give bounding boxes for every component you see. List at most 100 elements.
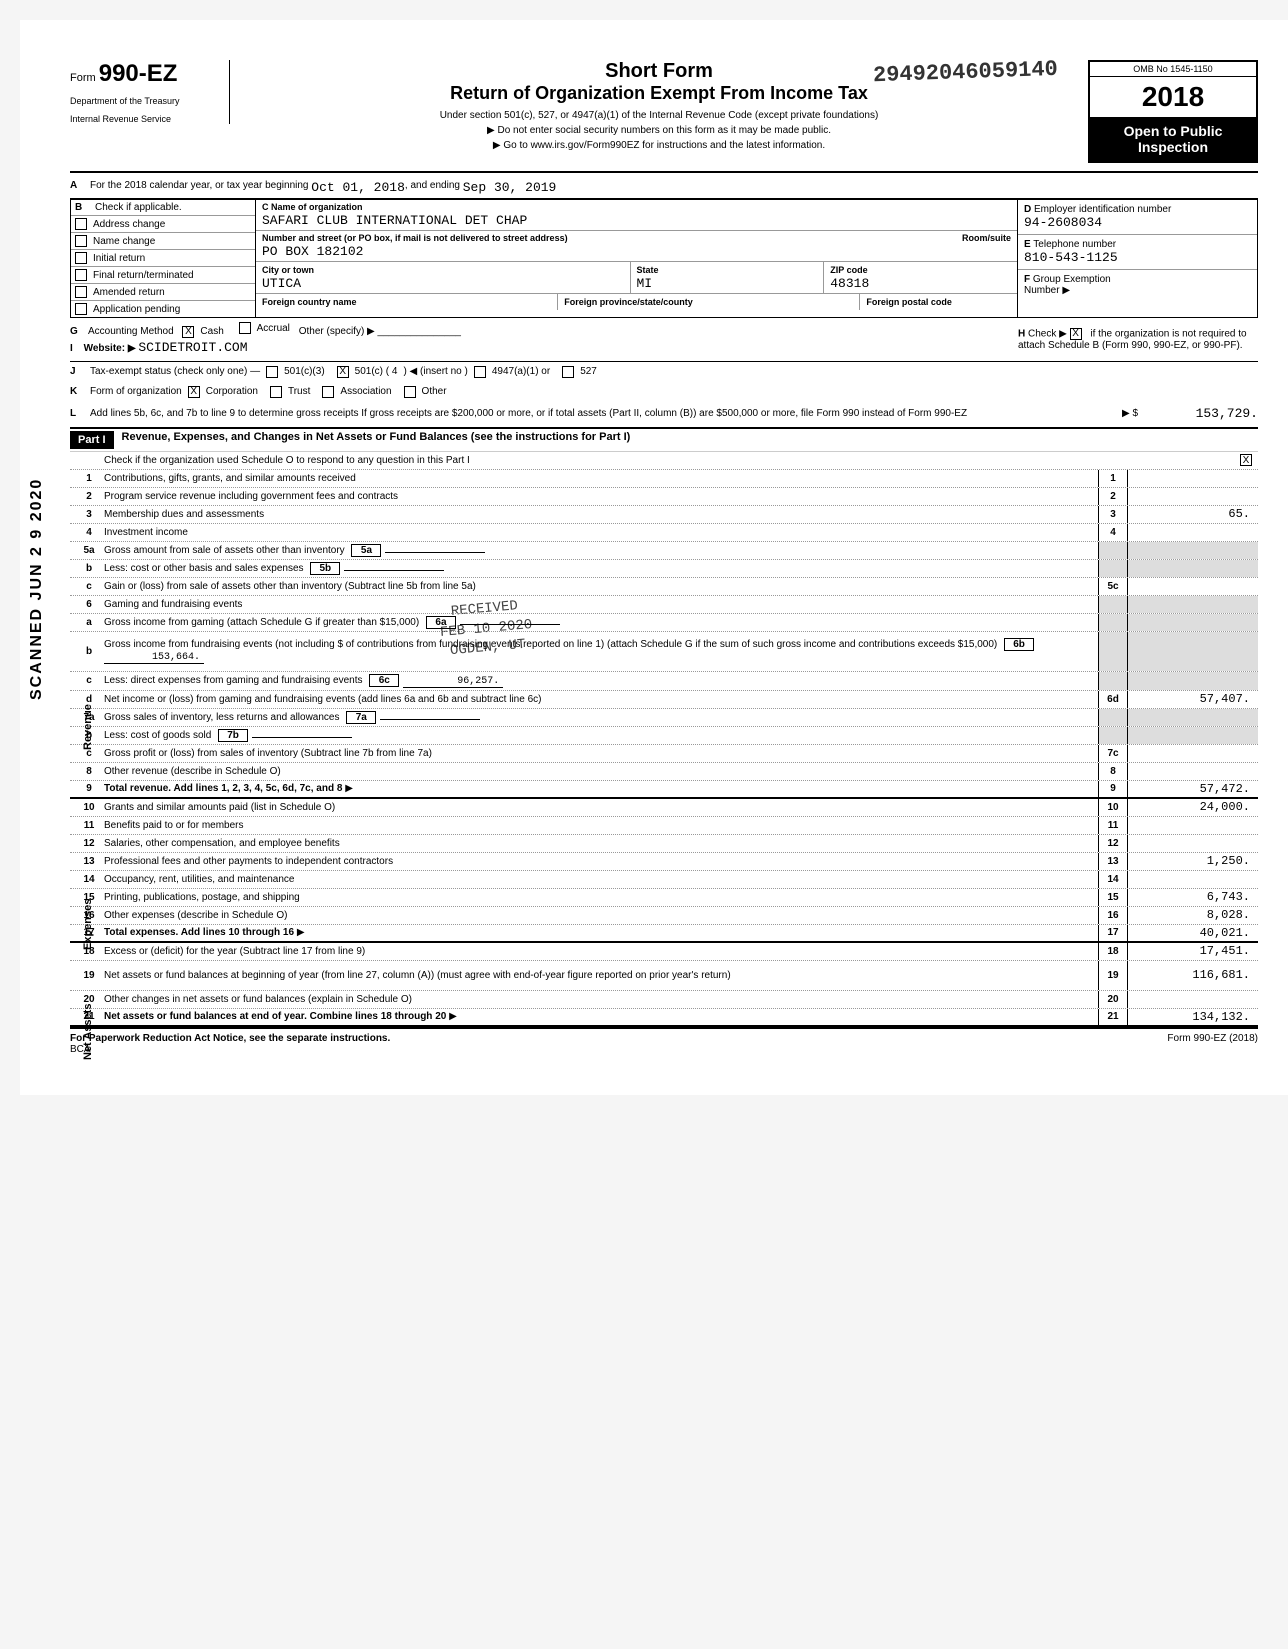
- foreign-postal-label: Foreign postal code: [866, 297, 952, 307]
- revenue-label: Revenue: [82, 704, 94, 750]
- h-check-text: Check ▶: [1028, 328, 1067, 339]
- name-label: Name of organization: [271, 202, 363, 212]
- open-public: Open to Public: [1096, 123, 1250, 139]
- corp-label: Corporation: [206, 386, 258, 397]
- line-11-val: [1128, 817, 1258, 834]
- line-14-text: Occupancy, rent, utilities, and maintena…: [100, 872, 1098, 887]
- line-13-num: 13: [70, 856, 100, 867]
- line-9-text: Total revenue. Add lines 1, 2, 3, 4, 5c,…: [100, 781, 1098, 796]
- expenses-label: Expenses: [82, 898, 94, 949]
- check-accrual[interactable]: [239, 322, 251, 334]
- line-1-box: 1: [1098, 470, 1128, 487]
- line-20-box: 20: [1098, 991, 1128, 1008]
- line-13-box: 13: [1098, 853, 1128, 870]
- line-10-num: 10: [70, 802, 100, 813]
- check-initial-label: Initial return: [93, 253, 145, 264]
- check-cash[interactable]: X: [182, 326, 194, 338]
- line-6c-num: c: [70, 675, 100, 686]
- ending-label: , and ending: [405, 180, 460, 195]
- line-1-val: [1128, 470, 1258, 487]
- tax-exempt-text: Tax-exempt status (check only one) —: [90, 366, 260, 377]
- part1-title: Revenue, Expenses, and Changes in Net As…: [122, 431, 631, 449]
- org-zip: 48318: [830, 276, 869, 291]
- line-13-val: 1,250.: [1128, 853, 1258, 870]
- check-501c[interactable]: X: [337, 366, 349, 378]
- check-corp[interactable]: X: [188, 386, 200, 398]
- state-label: State: [637, 265, 659, 275]
- line-6d-val: 57,407.: [1128, 691, 1258, 708]
- room-label: Room/suite: [962, 233, 1011, 243]
- check-4947[interactable]: [474, 366, 486, 378]
- row-l: L Add lines 5b, 6c, and 7b to line 9 to …: [70, 402, 1258, 429]
- line-1-num: 1: [70, 473, 100, 484]
- line-9-num: 9: [70, 783, 100, 794]
- part1-header: Part I Revenue, Expenses, and Changes in…: [70, 429, 1258, 452]
- line-12-box: 12: [1098, 835, 1128, 852]
- line-17-val: 40,021.: [1128, 925, 1258, 941]
- line-9-box: 9: [1098, 781, 1128, 797]
- trust-label: Trust: [288, 386, 310, 397]
- line-8-text: Other revenue (describe in Schedule O): [100, 764, 1098, 779]
- org-name: SAFARI CLUB INTERNATIONAL DET CHAP: [262, 213, 527, 228]
- footer-right: Form 990-EZ (2018): [1167, 1033, 1258, 1055]
- check-final[interactable]: [75, 269, 87, 281]
- year-end: Sep 30, 2019: [463, 180, 557, 195]
- line-19-text: Net assets or fund balances at beginning…: [100, 968, 1098, 983]
- check-initial[interactable]: [75, 252, 87, 264]
- line-6b-num: b: [70, 646, 100, 657]
- check-h[interactable]: X: [1070, 328, 1082, 340]
- check-final-label: Final return/terminated: [93, 270, 194, 281]
- line-8-box: 8: [1098, 763, 1128, 780]
- dept-treasury: Department of the Treasury: [70, 96, 221, 106]
- foreign-country-label: Foreign country name: [262, 297, 357, 307]
- line-18-text: Excess or (deficit) for the year (Subtra…: [100, 944, 1098, 959]
- check-pending[interactable]: [75, 303, 87, 315]
- 4947-label: 4947(a)(1) or: [492, 366, 550, 377]
- line-6d-text: Net income or (loss) from gaming and fun…: [100, 692, 1098, 707]
- line-7b-text: Less: cost of goods sold 7b: [100, 727, 1098, 744]
- label-f: F: [1024, 274, 1030, 285]
- line-12-val: [1128, 835, 1258, 852]
- check-other-org[interactable]: [404, 386, 416, 398]
- form-header: Form 990-EZ Department of the Treasury I…: [70, 60, 1258, 173]
- line-21-text: Net assets or fund balances at end of ye…: [100, 1009, 1098, 1024]
- check-assoc[interactable]: [322, 386, 334, 398]
- check-527[interactable]: [562, 366, 574, 378]
- line-11-text: Benefits paid to or for members: [100, 818, 1098, 833]
- line-14-val: [1128, 871, 1258, 888]
- line-4-val: [1128, 524, 1258, 541]
- footer-left: For Paperwork Reduction Act Notice, see …: [70, 1033, 390, 1044]
- check-amended[interactable]: [75, 286, 87, 298]
- inspection: Inspection: [1096, 139, 1250, 155]
- row-l-arrow: ▶ $: [1122, 408, 1138, 419]
- line-14-box: 14: [1098, 871, 1128, 888]
- other-org-label: Other: [422, 386, 447, 397]
- line-2-num: 2: [70, 491, 100, 502]
- check-name[interactable]: [75, 235, 87, 247]
- line-7c-text: Gross profit or (loss) from sales of inv…: [100, 746, 1098, 761]
- line-3-num: 3: [70, 509, 100, 520]
- line-3-box: 3: [1098, 506, 1128, 523]
- tel-value: 810-543-1125: [1024, 250, 1118, 265]
- website-label: Website: ▶: [84, 343, 136, 354]
- check-501c3[interactable]: [266, 366, 278, 378]
- line-5a-num: 5a: [70, 545, 100, 556]
- zip-label: ZIP code: [830, 265, 867, 275]
- check-trust[interactable]: [270, 386, 282, 398]
- line-14-num: 14: [70, 874, 100, 885]
- row-a: A For the 2018 calendar year, or tax yea…: [70, 177, 1258, 199]
- assoc-label: Association: [340, 386, 391, 397]
- line-18-box: 18: [1098, 943, 1128, 960]
- part1-checkbox[interactable]: X: [1240, 454, 1252, 466]
- addr-label: Number and street (or PO box, if mail is…: [262, 233, 568, 243]
- 527-label: 527: [580, 366, 597, 377]
- check-address[interactable]: [75, 218, 87, 230]
- line-7a-text: Gross sales of inventory, less returns a…: [100, 709, 1098, 726]
- label-e: E: [1024, 239, 1031, 250]
- line-15-text: Printing, publications, postage, and shi…: [100, 890, 1098, 905]
- line-17-text: Total expenses. Add lines 10 through 16 …: [100, 925, 1098, 940]
- line-4-box: 4: [1098, 524, 1128, 541]
- part1-check-row: Check if the organization used Schedule …: [70, 452, 1258, 470]
- label-d: D: [1024, 204, 1031, 215]
- label-c: C: [262, 202, 269, 212]
